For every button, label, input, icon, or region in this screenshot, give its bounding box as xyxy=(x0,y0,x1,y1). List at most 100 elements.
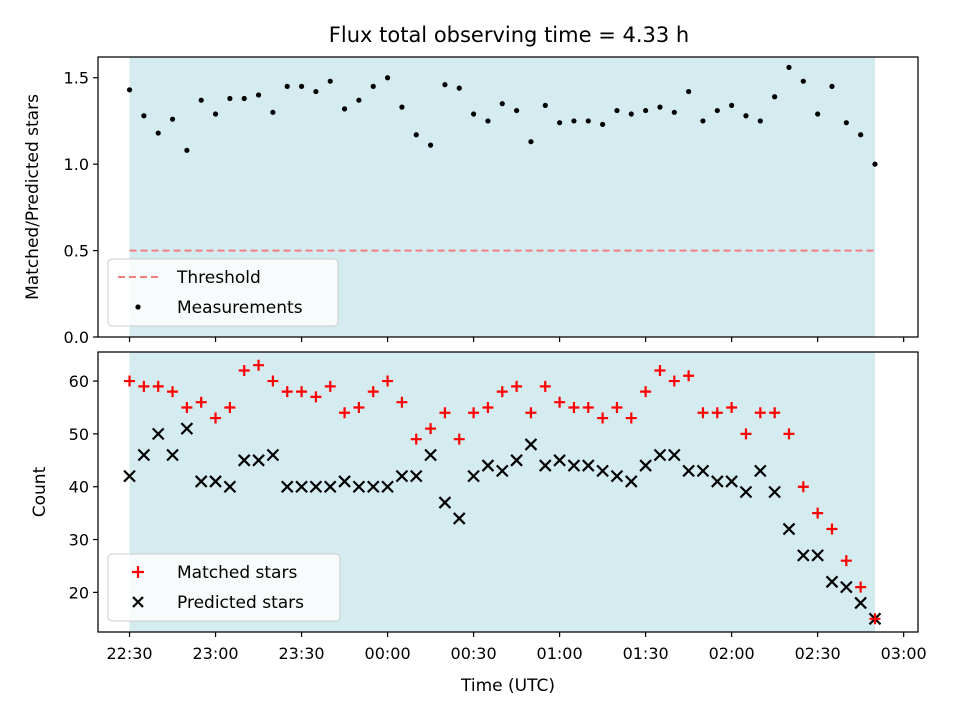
measurement-point xyxy=(858,132,864,138)
chart-title: Flux total observing time = 4.33 h xyxy=(329,23,689,47)
predicted-legend-label: Predicted stars xyxy=(177,593,304,613)
predicted-stars-point xyxy=(352,480,366,493)
time-x-tick-label: 01:30 xyxy=(623,644,669,663)
predicted-stars-point xyxy=(510,454,523,467)
measurement-point xyxy=(657,104,663,110)
matched-stars-point xyxy=(783,428,795,440)
predicted-stars-point xyxy=(209,475,222,488)
matched-stars-point xyxy=(740,428,752,440)
time-x-tick-label: 02:00 xyxy=(709,644,755,663)
predicted-stars-point xyxy=(811,549,824,562)
matched-stars-point xyxy=(152,380,164,392)
predicted-stars-point xyxy=(782,522,796,536)
measurement-point xyxy=(155,130,161,136)
measurement-point xyxy=(313,88,319,95)
predicted-stars-point xyxy=(553,454,566,467)
measurement-point xyxy=(413,132,419,138)
ratio-legend: Threshold Measurements xyxy=(107,258,339,327)
matched-stars-point xyxy=(697,407,709,419)
time-x-tick-label: 01:00 xyxy=(537,644,583,663)
matched-stars-point xyxy=(453,433,465,445)
x-axis-label: Time (UTC) xyxy=(460,676,555,696)
predicted-stars-point xyxy=(467,469,480,483)
matched-stars-point xyxy=(496,386,508,398)
matched-stars-point xyxy=(840,555,852,567)
predicted-stars-point xyxy=(194,475,208,488)
predicted-stars-point xyxy=(280,480,294,493)
predicted-stars-point xyxy=(582,459,595,472)
matched-stars-point xyxy=(525,407,537,419)
matched-legend-label: Matched stars xyxy=(177,563,297,583)
time-x-tick-label: 03:00 xyxy=(881,644,927,663)
matched-stars-point xyxy=(210,412,222,424)
matched-stars-point xyxy=(855,581,867,593)
threshold-legend-label: Threshold xyxy=(176,268,261,288)
matched-stars-point xyxy=(138,380,150,392)
measurement-point xyxy=(800,78,806,84)
predicted-legend-swatch xyxy=(132,596,144,608)
measurement-point xyxy=(786,64,792,70)
time-x-tick-label: 00:00 xyxy=(365,644,411,663)
measurement-point xyxy=(427,142,434,148)
predicted-stars-point xyxy=(151,427,165,441)
measurement-point xyxy=(470,111,477,117)
matched-stars-point xyxy=(869,613,881,625)
matched-stars-point xyxy=(554,396,566,408)
matched-stars-point xyxy=(812,507,824,519)
measurement-point xyxy=(829,83,835,89)
measurement-point xyxy=(872,161,878,167)
predicted-stars-point xyxy=(625,475,638,488)
measurements-legend-label: Measurements xyxy=(177,298,303,318)
predicted-stars-point xyxy=(252,454,265,467)
predicted-stars-point xyxy=(438,496,452,509)
matched-stars-point xyxy=(668,375,680,387)
measurement-point xyxy=(485,118,491,124)
matched-stars-point xyxy=(253,359,265,371)
matched-stars-point xyxy=(195,396,207,408)
predicted-stars-point xyxy=(409,469,423,483)
predicted-stars-point xyxy=(596,464,609,478)
measurement-point xyxy=(184,147,190,153)
predicted-stars-point xyxy=(711,475,724,488)
matched-stars-point xyxy=(267,375,279,387)
predicted-stars-point xyxy=(395,469,409,483)
predicted-stars-point xyxy=(668,448,681,462)
measurement-point xyxy=(815,111,821,117)
matched-stars-point xyxy=(754,407,766,419)
ratio-legend-box xyxy=(107,258,339,327)
predicted-stars-point xyxy=(452,512,466,525)
measurement-point xyxy=(772,94,778,100)
matched-stars-point xyxy=(410,433,422,445)
matched-stars-point xyxy=(826,523,838,535)
predicted-stars-point xyxy=(266,448,280,462)
predicted-stars-point xyxy=(825,575,839,589)
predicted-stars-point xyxy=(696,464,710,478)
measurement-point xyxy=(628,111,634,117)
measurement-point xyxy=(757,118,763,124)
predicted-stars-point xyxy=(237,454,251,467)
predicted-stars-point xyxy=(295,480,308,493)
count-y-tick-label: 60 xyxy=(69,372,89,391)
measurement-point xyxy=(442,82,448,88)
matched-stars-point xyxy=(597,412,609,424)
predicted-stars-point xyxy=(768,485,781,499)
measurement-point xyxy=(499,101,505,107)
time-x-tick-label: 02:30 xyxy=(795,644,841,663)
measurement-point xyxy=(528,139,534,145)
matched-stars-point xyxy=(367,386,379,398)
measurement-point xyxy=(141,113,147,119)
predicted-stars-point xyxy=(639,459,652,472)
matched-stars-point xyxy=(281,386,293,398)
measurement-point xyxy=(600,121,606,128)
measurements-legend-swatch xyxy=(135,304,141,310)
count-y-axis-label: Count xyxy=(30,466,50,517)
measurement-point xyxy=(585,118,591,124)
matched-stars-point xyxy=(582,401,594,413)
measurement-point xyxy=(255,92,262,98)
measurement-point xyxy=(399,104,405,110)
measurement-point xyxy=(557,120,563,126)
measurement-point xyxy=(384,75,391,81)
ratio-y-axis-label: Matched/Predicted stars xyxy=(23,94,43,300)
matched-stars-point xyxy=(324,380,336,392)
predicted-stars-point xyxy=(166,448,179,462)
